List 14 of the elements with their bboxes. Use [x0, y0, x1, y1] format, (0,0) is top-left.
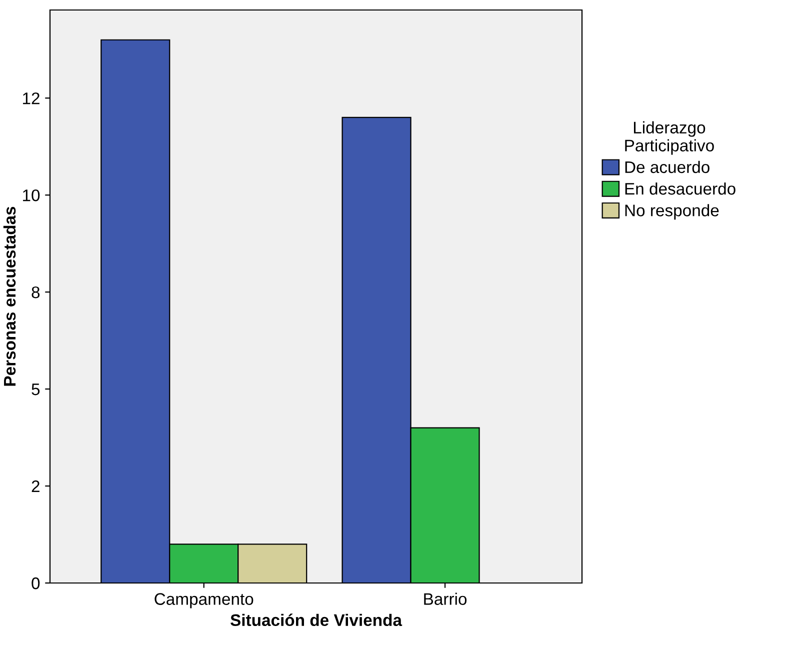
y-tick-label: 2	[32, 480, 40, 492]
legend-label: En desacuerdo	[625, 182, 736, 195]
legend-label: No responde	[625, 204, 719, 220]
x-tick-label: Barrio	[424, 592, 467, 605]
legend-label: De acuerdo	[625, 160, 710, 174]
x-axis-title: Situación de Vivienda	[230, 614, 402, 626]
y-axis-title: Personas encuestadas	[3, 206, 16, 386]
y-tick-label: 0	[32, 577, 40, 590]
y-tick-label: 12	[23, 92, 40, 104]
y-tick-label: 10	[23, 189, 40, 202]
y-tick-label: 8	[32, 286, 40, 298]
y-tick-label: 5	[32, 384, 40, 396]
x-tick-label: Campamento	[154, 593, 254, 608]
legend-title: Liderazgo Participativo	[625, 121, 714, 155]
